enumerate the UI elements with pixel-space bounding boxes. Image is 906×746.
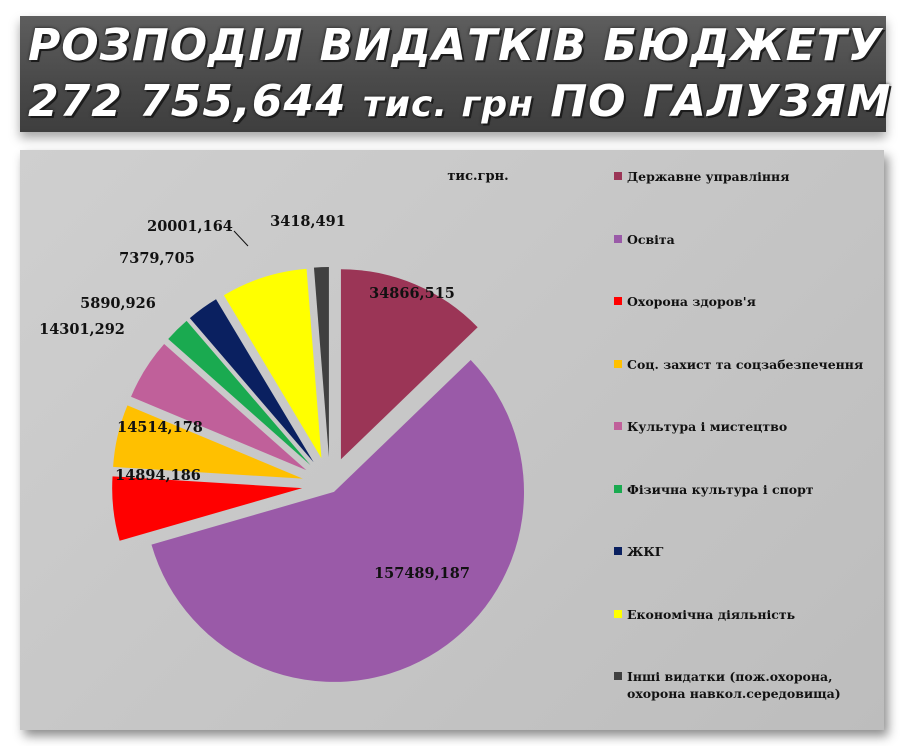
legend-swatch [614,297,622,305]
banner-unit: тис. грн [362,84,534,125]
legend-label: Освіта [627,231,675,247]
legend-item: Інші видатки (пож.охорона, охорона навко… [614,668,876,702]
pie-value-label: 20001,164 [147,218,233,235]
pie-slice [340,269,478,460]
pie-slice [131,344,307,471]
legend-item: Освіта [614,231,876,248]
legend-swatch [614,609,622,618]
legend-label: Інші видатки (пож.охорона, охорона навко… [627,669,841,701]
pie-value-label: 3418,491 [270,213,346,230]
pie-slices [112,267,525,682]
legend-swatch [614,672,622,680]
pie-value-label: 14301,292 [39,321,125,338]
title-banner: РОЗПОДІЛ ВИДАТКІВ БЮДЖЕТУ 272 755,644 ти… [20,16,890,132]
legend-label: Державне управління [627,169,790,184]
banner-suffix: ПО ГАЛУЗЯМ [550,76,892,127]
legend-swatch [614,422,622,430]
pie-slice [223,268,322,459]
pie-value-label: 7379,705 [119,250,195,267]
pie-slice [313,267,329,458]
pie-slice [189,299,314,463]
pie-slice [113,405,303,479]
pie-slice [168,320,311,466]
pie-value-label: 34866,515 [369,285,455,302]
chart-title: тис.грн. [447,169,508,184]
pie-slice [151,359,525,682]
legend-item: ЖКГ [614,543,876,560]
legend-swatch [614,359,622,368]
pie-value-label: 14514,178 [117,419,203,436]
pie-value-labels: 34866,515 157489,187 14894,186 14514,178 143… [39,213,470,582]
legend-label: Соц. захист та соцзабезпечення [627,356,864,372]
legend-item: Культура і мистецтво [614,418,876,435]
legend-item: Економічна діяльність [614,606,876,623]
legend-swatch [614,547,622,555]
legend-item: Фізична культура і спорт [614,481,876,498]
leader-line [233,230,249,247]
legend-swatch [614,484,622,493]
legend-label: ЖКГ [627,544,664,559]
banner-total-value: 272 755,644 [28,76,347,127]
pie-value-label: 157489,187 [374,565,470,582]
pie-value-label: 5890,926 [80,295,156,312]
legend-swatch [614,172,622,180]
banner-title-line2: 272 755,644 тис. грн ПО ГАЛУЗЯМ [28,76,891,127]
chart-panel: тис.грн. 34866,515 157489,187 14894,186 145… [20,150,884,730]
legend-swatch [614,234,622,243]
legend-label: Культура і мистецтво [627,419,788,434]
pie-chart: тис.грн. 34866,515 157489,187 14894,186 145… [39,169,525,682]
legend-label: Економічна діяльність [627,606,796,622]
legend-item: Охорона здоров'я [614,293,876,310]
pie-slice [112,476,303,541]
legend-item: Державне управління [614,168,876,185]
pie-value-label: 14894,186 [115,467,201,484]
banner-title-line1: РОЗПОДІЛ ВИДАТКІВ БЮДЖЕТУ [28,20,883,71]
legend-label: Охорона здоров'я [627,294,756,309]
legend-item: Соц. захист та соцзабезпечення [614,356,876,373]
legend-label: Фізична культура і спорт [627,481,814,497]
